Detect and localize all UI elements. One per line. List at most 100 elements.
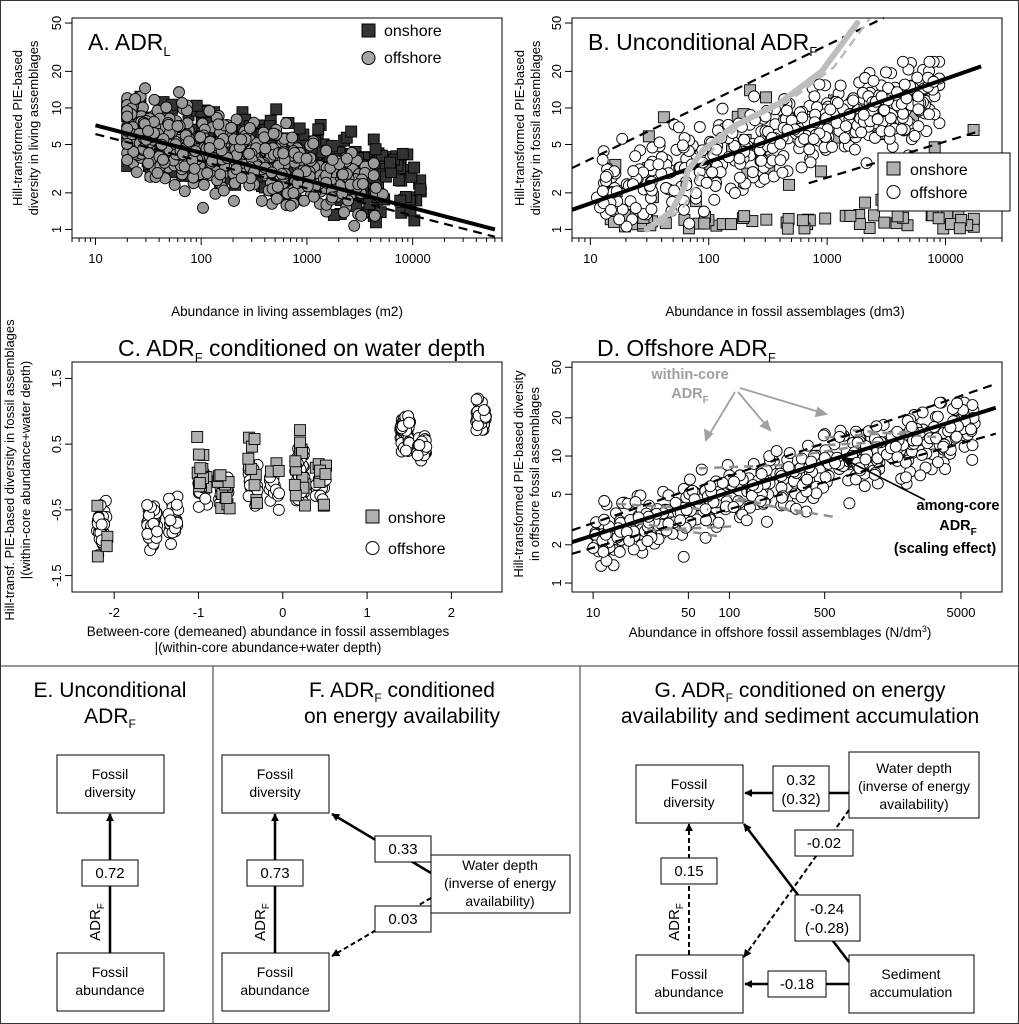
offshore-point bbox=[121, 154, 134, 166]
offshore-point bbox=[950, 430, 963, 443]
coef-depth-to-abundance: -0.02 bbox=[807, 835, 841, 852]
onshore-point bbox=[953, 222, 966, 235]
onshore-point bbox=[248, 479, 261, 492]
offshore-point bbox=[889, 440, 902, 453]
offshore-point bbox=[127, 146, 140, 158]
onshore-point bbox=[222, 476, 235, 488]
onshore-point bbox=[375, 149, 388, 162]
offshore-point bbox=[597, 545, 610, 558]
onshore-point bbox=[815, 165, 828, 178]
offshore-point bbox=[164, 514, 177, 527]
offshore-point bbox=[826, 140, 838, 153]
offshore-point bbox=[939, 463, 952, 475]
fossil-abundance-label-line1: Fossil bbox=[92, 964, 129, 980]
water-depth-label-line3: availability) bbox=[879, 796, 948, 812]
x-tick-label: 50 bbox=[681, 605, 695, 620]
offshore-point bbox=[776, 166, 789, 179]
coef-box bbox=[81, 859, 139, 887]
panel-c-legend: onshore offshore bbox=[365, 509, 446, 558]
panel-c-xlabel-line2: |(within-core abundance+water depth) bbox=[155, 640, 382, 655]
smooth-curve bbox=[643, 20, 861, 233]
offshore-point bbox=[729, 187, 741, 199]
offshore-point bbox=[600, 170, 612, 183]
within-core-arrows bbox=[703, 387, 829, 442]
panel-c: -2 -1 0 1 2 -1.5 -0.5 0.5 1.5 C. ADRF conditione… bbox=[2, 319, 503, 655]
offshore-point bbox=[838, 132, 851, 145]
offshore-point bbox=[803, 143, 816, 156]
onshore-point bbox=[272, 464, 285, 477]
x-tick-label: 10000 bbox=[395, 251, 431, 266]
offshore-point bbox=[197, 201, 209, 214]
offshore-point bbox=[367, 157, 380, 170]
offshore-point bbox=[170, 498, 183, 511]
onshore-point bbox=[698, 217, 711, 230]
coef-box bbox=[794, 894, 861, 942]
onshore-point bbox=[288, 478, 301, 491]
offshore-point bbox=[287, 187, 300, 200]
onshore-point bbox=[191, 431, 204, 443]
y-tick-label: 2 bbox=[49, 189, 64, 196]
onshore-point bbox=[844, 209, 857, 222]
x-tick-label: 100 bbox=[698, 251, 720, 266]
panel-d-plot-frame bbox=[571, 361, 1003, 593]
fossil-abundance-node bbox=[56, 952, 165, 1012]
offshore-point bbox=[272, 503, 285, 516]
offshore-point bbox=[695, 463, 708, 476]
offshore-point bbox=[320, 144, 333, 157]
coef-box bbox=[660, 857, 718, 885]
offshore-point bbox=[693, 121, 706, 133]
coef-depth-to-diversity: 0.32 bbox=[786, 772, 815, 789]
coef-sediment-to-abundance: -0.18 bbox=[780, 976, 814, 993]
legend-onshore-label: onshore bbox=[388, 510, 446, 527]
offshore-point bbox=[728, 475, 740, 488]
panel-a-ticks: 10 100 1000 10000 1 2 5 10 20 50 bbox=[49, 16, 503, 266]
offshore-point bbox=[912, 103, 925, 116]
sediment-accumulation-label-line1: Sediment bbox=[881, 966, 940, 982]
offshore-point bbox=[824, 103, 837, 116]
offshore-point bbox=[411, 449, 424, 462]
onshore-point bbox=[192, 448, 205, 461]
y-tick-label: 1.5 bbox=[49, 369, 64, 387]
offshore-point bbox=[148, 93, 161, 106]
offshore-point bbox=[900, 471, 912, 484]
panel-b-xlabel: Abundance in fossil assemblages (dm3) bbox=[665, 304, 904, 319]
coef-box bbox=[374, 835, 432, 863]
panel-b-title: B. Unconditional ADRF bbox=[588, 29, 817, 59]
offshore-point bbox=[933, 396, 946, 409]
y-tick-label: 20 bbox=[49, 64, 64, 78]
offshore-point bbox=[188, 162, 201, 175]
onshore-point bbox=[760, 91, 772, 104]
sediment-accumulation-node bbox=[848, 954, 975, 1014]
offshore-point bbox=[966, 399, 979, 411]
offshore-point bbox=[307, 137, 320, 150]
offshore-point bbox=[878, 104, 891, 117]
water-depth-label-line2: (inverse of energy bbox=[444, 875, 556, 891]
onshore-point bbox=[248, 433, 261, 446]
legend-offshore-marker bbox=[361, 51, 376, 65]
offshore-point bbox=[716, 102, 729, 115]
y-tick-label: 1 bbox=[549, 579, 564, 586]
offshore-point bbox=[699, 503, 712, 516]
onshore-point bbox=[853, 218, 866, 231]
coef-box bbox=[772, 765, 830, 812]
offshore-point bbox=[645, 203, 658, 216]
offshore-point bbox=[708, 193, 721, 206]
legend-offshore-label: offshore bbox=[388, 541, 446, 558]
onshore-point bbox=[369, 143, 382, 156]
panel-a-legend: onshore offshore bbox=[361, 23, 442, 67]
panel-b-ylabel-line1: Hill-transformed PIE-based bbox=[512, 50, 527, 206]
offshore-point bbox=[403, 416, 416, 429]
overall-fit-line bbox=[571, 64, 982, 212]
diagram-e-title-line1: E. Unconditional bbox=[34, 679, 187, 702]
x-tick-label: 10 bbox=[583, 251, 597, 266]
offshore-point bbox=[931, 410, 944, 423]
offshore-point bbox=[706, 166, 719, 179]
panel-d-ylabel-line2: in offshore fossil assemblages bbox=[527, 387, 542, 561]
offshore-point bbox=[613, 213, 626, 226]
offshore-point bbox=[951, 397, 963, 410]
onshore-point bbox=[868, 209, 880, 222]
offshore-point bbox=[847, 94, 860, 107]
onshore-point bbox=[289, 455, 302, 468]
offshore-point bbox=[683, 473, 696, 486]
